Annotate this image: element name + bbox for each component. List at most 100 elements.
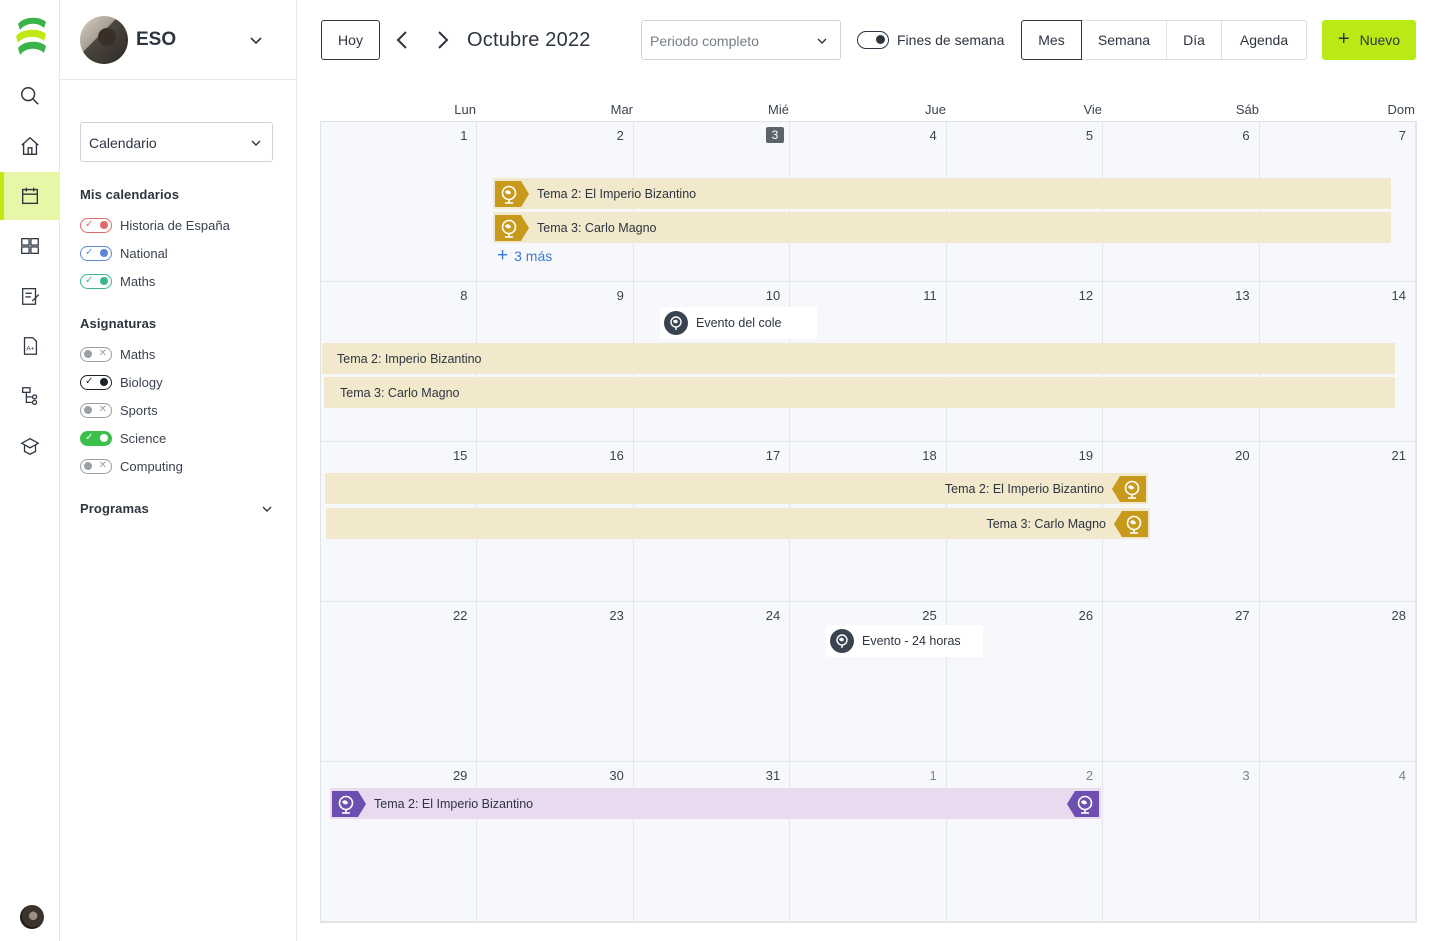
org-switcher[interactable]: ESO	[60, 0, 296, 80]
event-bar[interactable]: Tema 2: El Imperio Bizantino	[325, 473, 1148, 504]
day-cell[interactable]: 23	[477, 602, 634, 762]
day-number[interactable]: 25	[922, 608, 937, 623]
view-agenda-button[interactable]: Agenda	[1222, 20, 1307, 60]
view-month-button[interactable]: Mes	[1021, 20, 1082, 60]
day-cell[interactable]: 22	[321, 602, 478, 762]
rail-home[interactable]	[0, 122, 60, 170]
rail-tasks[interactable]	[0, 272, 60, 320]
toggle-switch[interactable]: ✕	[80, 402, 112, 418]
day-cell[interactable]: 4	[1259, 762, 1416, 922]
weekends-toggle[interactable]	[857, 31, 889, 49]
toggle-switch[interactable]: ✓	[80, 273, 112, 289]
view-day-button[interactable]: Día	[1167, 20, 1222, 60]
programs-heading[interactable]: Programas	[80, 501, 149, 516]
rail-calendar[interactable]	[0, 172, 60, 220]
today-button[interactable]: Hoy	[321, 20, 380, 60]
day-number[interactable]: 12	[1078, 288, 1094, 303]
day-number[interactable]: 18	[922, 448, 937, 463]
day-number[interactable]: 31	[765, 768, 781, 783]
event-bar[interactable]: Tema 2: El Imperio Bizantino	[330, 788, 1101, 819]
day-number[interactable]: 17	[765, 448, 781, 463]
day-number[interactable]: 2	[616, 128, 624, 143]
day-cell[interactable]: 31	[633, 762, 791, 922]
chevron-left-icon[interactable]	[391, 28, 415, 52]
day-number[interactable]: 10	[765, 288, 781, 303]
toggle-switch[interactable]: ✓	[80, 245, 112, 261]
chevron-right-icon[interactable]	[430, 28, 454, 52]
day-number[interactable]: 1	[929, 768, 937, 783]
day-number[interactable]: 23	[609, 608, 624, 623]
day-cell[interactable]: 1	[321, 122, 478, 282]
event-bar[interactable]: Tema 3: Carlo Magno	[326, 508, 1150, 539]
view-week-button[interactable]: Semana	[1082, 20, 1167, 60]
today-day-number[interactable]: 3	[765, 127, 785, 143]
day-number[interactable]: 4	[1398, 768, 1406, 783]
day-number[interactable]: 3	[1242, 768, 1250, 783]
day-number[interactable]: 24	[765, 608, 781, 623]
day-number[interactable]: 21	[1391, 448, 1406, 463]
new-event-button[interactable]: + Nuevo	[1322, 20, 1416, 60]
subject-toggle-computing[interactable]: ✕ Computing	[80, 456, 183, 476]
more-events-link[interactable]: + 3 más	[497, 246, 552, 265]
day-cell[interactable]: 30	[477, 762, 634, 922]
chevron-down-icon[interactable]	[260, 502, 274, 516]
chevron-down-icon[interactable]	[246, 30, 266, 50]
subject-toggle-sports[interactable]: ✕ Sports	[80, 400, 158, 420]
rail-grades[interactable]: A+	[0, 322, 60, 370]
event-chip[interactable]: Evento del cole	[660, 307, 817, 339]
day-number[interactable]: 4	[929, 128, 937, 143]
day-cell[interactable]: 29	[321, 762, 478, 922]
rail-structure[interactable]	[0, 372, 60, 420]
day-number[interactable]: 5	[1085, 128, 1094, 143]
subject-toggle-maths[interactable]: ✕ Maths	[80, 344, 155, 364]
day-number[interactable]: 16	[609, 448, 624, 463]
day-number[interactable]: 11	[923, 288, 937, 303]
rail-school[interactable]	[0, 422, 60, 470]
day-cell[interactable]: 28	[1259, 602, 1416, 762]
event-bar[interactable]: Tema 2: Imperio Bizantino	[322, 343, 1395, 374]
day-number[interactable]: 27	[1235, 608, 1250, 623]
day-number[interactable]: 15	[452, 448, 468, 463]
user-avatar[interactable]	[20, 905, 44, 929]
calendar-toggle-national[interactable]: ✓ National	[80, 243, 168, 263]
rail-search[interactable]	[0, 72, 60, 120]
day-number[interactable]: 7	[1398, 128, 1406, 143]
day-cell[interactable]: 27	[1103, 602, 1260, 762]
day-number[interactable]: 13	[1235, 288, 1250, 303]
day-cell[interactable]: 3	[1103, 762, 1260, 922]
day-number[interactable]: 28	[1391, 608, 1406, 623]
event-chip[interactable]: Evento - 24 horas	[826, 625, 983, 657]
event-bar[interactable]: Tema 3: Carlo Magno	[324, 377, 1395, 408]
day-cell[interactable]: 1	[790, 762, 947, 922]
day-cell[interactable]: 2	[946, 762, 1104, 922]
day-number[interactable]: 8	[460, 288, 468, 303]
toggle-switch[interactable]: ✕	[80, 346, 112, 362]
day-number[interactable]: 1	[460, 128, 468, 143]
day-number[interactable]: 19	[1078, 448, 1094, 463]
day-number[interactable]: 30	[609, 768, 624, 783]
day-number[interactable]: 6	[1242, 128, 1250, 143]
day-cell[interactable]: 21	[1259, 442, 1416, 602]
day-number[interactable]: 14	[1391, 288, 1406, 303]
day-number[interactable]: 26	[1078, 608, 1094, 623]
calendar-toggle-historia[interactable]: ✓ Historia de España	[80, 215, 230, 235]
day-cell[interactable]: 24	[633, 602, 791, 762]
day-number[interactable]: 29	[452, 768, 468, 783]
period-select[interactable]: Periodo completo	[641, 20, 841, 60]
day-number[interactable]: 22	[452, 608, 468, 623]
app-logo-icon[interactable]	[14, 14, 48, 58]
day-number[interactable]: 9	[616, 288, 624, 303]
rail-dashboard[interactable]	[0, 222, 60, 270]
view-select[interactable]: Calendario	[80, 122, 273, 162]
toggle-switch[interactable]: ✓	[80, 374, 112, 390]
calendar-toggle-maths[interactable]: ✓ Maths	[80, 271, 155, 291]
toggle-switch[interactable]: ✓	[80, 430, 112, 446]
event-bar[interactable]: Tema 3: Carlo Magno	[493, 212, 1391, 243]
day-number[interactable]: 2	[1085, 768, 1094, 783]
subject-toggle-biology[interactable]: ✓ Biology	[80, 372, 163, 392]
subject-toggle-science[interactable]: ✓ Science	[80, 428, 166, 448]
toggle-switch[interactable]: ✕	[80, 458, 112, 474]
day-number[interactable]: 20	[1235, 448, 1250, 463]
event-bar[interactable]: Tema 2: El Imperio Bizantino	[493, 178, 1391, 209]
toggle-switch[interactable]: ✓	[80, 217, 112, 233]
